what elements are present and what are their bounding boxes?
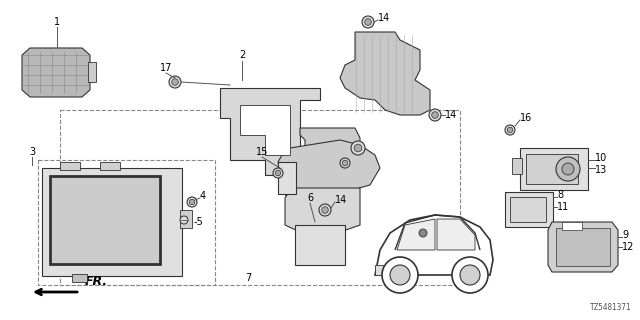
Circle shape	[562, 163, 574, 175]
Text: 11: 11	[557, 202, 569, 212]
Text: 14: 14	[335, 195, 348, 205]
Polygon shape	[375, 215, 493, 275]
Bar	[60, 162, 80, 170]
Polygon shape	[437, 219, 475, 250]
Text: 6: 6	[307, 193, 313, 203]
Polygon shape	[300, 128, 360, 168]
Circle shape	[505, 125, 515, 135]
Bar	[50, 176, 160, 264]
Circle shape	[365, 19, 371, 25]
Circle shape	[460, 265, 480, 285]
Text: -5: -5	[194, 217, 204, 227]
Circle shape	[362, 16, 374, 28]
Circle shape	[340, 158, 350, 168]
Circle shape	[452, 257, 488, 293]
Text: 10: 10	[595, 153, 607, 163]
Circle shape	[556, 157, 580, 181]
Circle shape	[429, 109, 441, 121]
Bar	[100, 162, 120, 170]
Text: 2: 2	[239, 50, 245, 60]
Polygon shape	[340, 32, 430, 115]
Circle shape	[508, 127, 513, 133]
Bar	[88, 62, 96, 82]
Circle shape	[390, 265, 410, 285]
Text: 17: 17	[160, 63, 172, 73]
Circle shape	[342, 160, 348, 166]
Text: 4: 4	[200, 191, 206, 201]
Text: 14: 14	[378, 13, 390, 23]
Bar	[375, 265, 383, 275]
Text: 15: 15	[256, 147, 268, 157]
Circle shape	[172, 79, 179, 85]
Circle shape	[187, 197, 197, 207]
Bar	[510, 197, 546, 222]
Polygon shape	[22, 48, 90, 97]
Circle shape	[169, 76, 181, 88]
Polygon shape	[397, 219, 435, 250]
Bar	[526, 154, 578, 184]
Text: 7: 7	[245, 273, 251, 283]
Bar	[512, 158, 522, 174]
Bar	[505, 192, 553, 227]
Text: FR.: FR.	[85, 275, 108, 288]
Text: 12: 12	[622, 242, 634, 252]
Text: 9: 9	[622, 230, 628, 240]
Bar	[295, 225, 345, 265]
Circle shape	[432, 112, 438, 118]
Bar	[180, 210, 192, 228]
Text: 3: 3	[29, 147, 35, 157]
Text: 1: 1	[54, 17, 60, 27]
Circle shape	[382, 257, 418, 293]
Polygon shape	[278, 140, 380, 195]
Bar	[72, 274, 87, 282]
Bar	[556, 228, 610, 266]
Circle shape	[319, 204, 331, 216]
Circle shape	[180, 216, 188, 224]
Circle shape	[419, 229, 427, 237]
Text: 14: 14	[445, 110, 457, 120]
Text: 13: 13	[595, 165, 607, 175]
Polygon shape	[285, 188, 360, 232]
Polygon shape	[220, 88, 320, 195]
Text: TZ5481371: TZ5481371	[590, 303, 632, 312]
Bar	[42, 168, 182, 276]
Circle shape	[354, 144, 362, 152]
Bar	[38, 160, 215, 285]
Polygon shape	[548, 222, 618, 272]
Polygon shape	[240, 105, 290, 155]
Bar	[60, 110, 460, 285]
Text: 16: 16	[520, 113, 532, 123]
Text: 8: 8	[557, 190, 563, 200]
Bar	[520, 148, 588, 190]
Bar	[278, 162, 296, 194]
Circle shape	[189, 199, 195, 205]
Bar	[50, 176, 160, 264]
Circle shape	[275, 170, 281, 176]
Circle shape	[273, 168, 283, 178]
Bar	[562, 222, 582, 230]
Circle shape	[322, 207, 328, 213]
Circle shape	[351, 141, 365, 155]
